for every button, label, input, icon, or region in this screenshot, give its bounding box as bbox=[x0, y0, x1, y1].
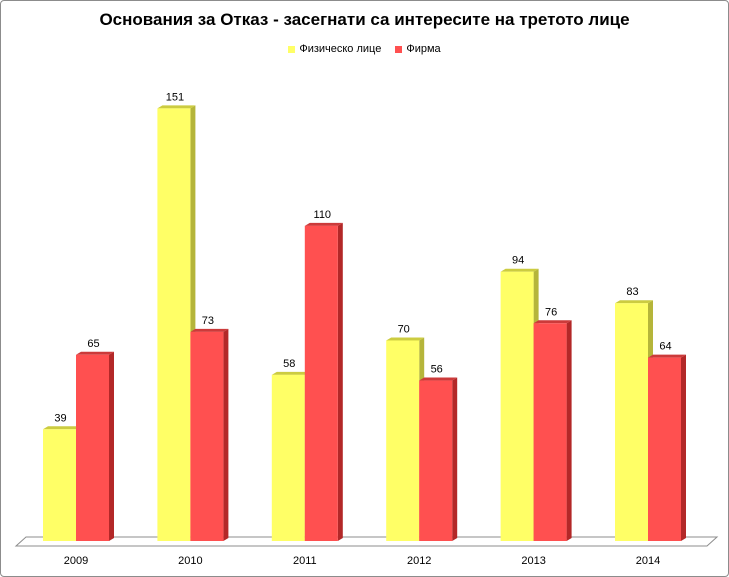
bar-side-2011-2 bbox=[337, 222, 343, 541]
bar-2014-Физическо лице bbox=[615, 303, 648, 541]
bar-top-2013-1 bbox=[500, 268, 539, 272]
legend-label-series-1: Физическо лице bbox=[299, 43, 382, 55]
bar-top-2014-2 bbox=[648, 354, 686, 358]
data-label-2009-2: 65 bbox=[87, 338, 99, 350]
bar-side-2014-2 bbox=[681, 354, 686, 541]
bar-side-2009-2 bbox=[109, 351, 114, 541]
data-label-2011-2: 110 bbox=[314, 209, 332, 221]
x-tick-label-2013: 2013 bbox=[521, 555, 545, 567]
bar-2009-Физическо лице bbox=[43, 429, 76, 541]
chart-floor bbox=[14, 536, 719, 547]
bar-2013-Фирма bbox=[533, 323, 567, 541]
bar-2011-Физическо лице bbox=[271, 374, 305, 541]
x-tick-label-2009: 2009 bbox=[64, 555, 88, 567]
data-label-2012-2: 56 bbox=[431, 364, 443, 376]
bar-top-2011-2 bbox=[304, 222, 343, 226]
data-label-2014-2: 64 bbox=[659, 341, 671, 353]
bar-top-2012-2 bbox=[419, 377, 458, 381]
bar-top-2013-2 bbox=[533, 320, 572, 324]
bar-top-2010-1 bbox=[157, 105, 196, 109]
x-tick-label-2011: 2011 bbox=[293, 555, 317, 567]
bar-2011-Фирма bbox=[304, 225, 338, 541]
bar-2012-Фирма bbox=[419, 380, 453, 541]
data-label-2009-1: 39 bbox=[54, 412, 66, 424]
bar-top-2009-2 bbox=[76, 351, 114, 355]
bar-side-2013-2 bbox=[566, 320, 572, 541]
bar-2014-Фирма bbox=[648, 357, 681, 541]
bar-2012-Физическо лице bbox=[386, 340, 420, 541]
bar-top-2009-1 bbox=[43, 426, 81, 430]
bar-side-2010-2 bbox=[223, 328, 229, 541]
x-tick-label-2014: 2014 bbox=[636, 555, 660, 567]
data-label-2014-1: 83 bbox=[626, 286, 638, 298]
legend-item-series-1: Физическо лице bbox=[288, 43, 381, 55]
x-tick-label-2012: 2012 bbox=[407, 555, 431, 567]
data-label-2013-1: 94 bbox=[512, 255, 524, 267]
data-label-2013-2: 76 bbox=[545, 306, 557, 318]
data-label-2010-2: 73 bbox=[202, 315, 214, 327]
bar-top-2010-2 bbox=[190, 328, 229, 332]
bar-side-2012-2 bbox=[452, 377, 458, 541]
x-tick-label-2010: 2010 bbox=[178, 555, 202, 567]
bar-2009-Фирма bbox=[76, 354, 109, 541]
data-label-2010-1: 151 bbox=[166, 91, 184, 103]
bar-2010-Физическо лице bbox=[157, 108, 191, 541]
chart-legend: Физическо лице Фирма bbox=[0, 43, 729, 55]
data-label-2011-1: 58 bbox=[283, 358, 295, 370]
legend-swatch-series-1 bbox=[288, 45, 296, 53]
legend-label-series-2: Фирма bbox=[406, 43, 441, 55]
legend-swatch-series-2 bbox=[395, 45, 403, 53]
bar-top-2011-1 bbox=[271, 371, 310, 375]
bar-top-2012-1 bbox=[386, 337, 425, 341]
legend-item-series-2: Фирма bbox=[395, 43, 441, 55]
bar-2010-Фирма bbox=[190, 331, 224, 541]
bar-top-2014-1 bbox=[615, 300, 653, 304]
chart-title: Основания за Отказ - засегнати са интере… bbox=[99, 10, 630, 29]
data-label-2012-1: 70 bbox=[398, 323, 410, 335]
bar-2013-Физическо лице bbox=[500, 271, 534, 541]
